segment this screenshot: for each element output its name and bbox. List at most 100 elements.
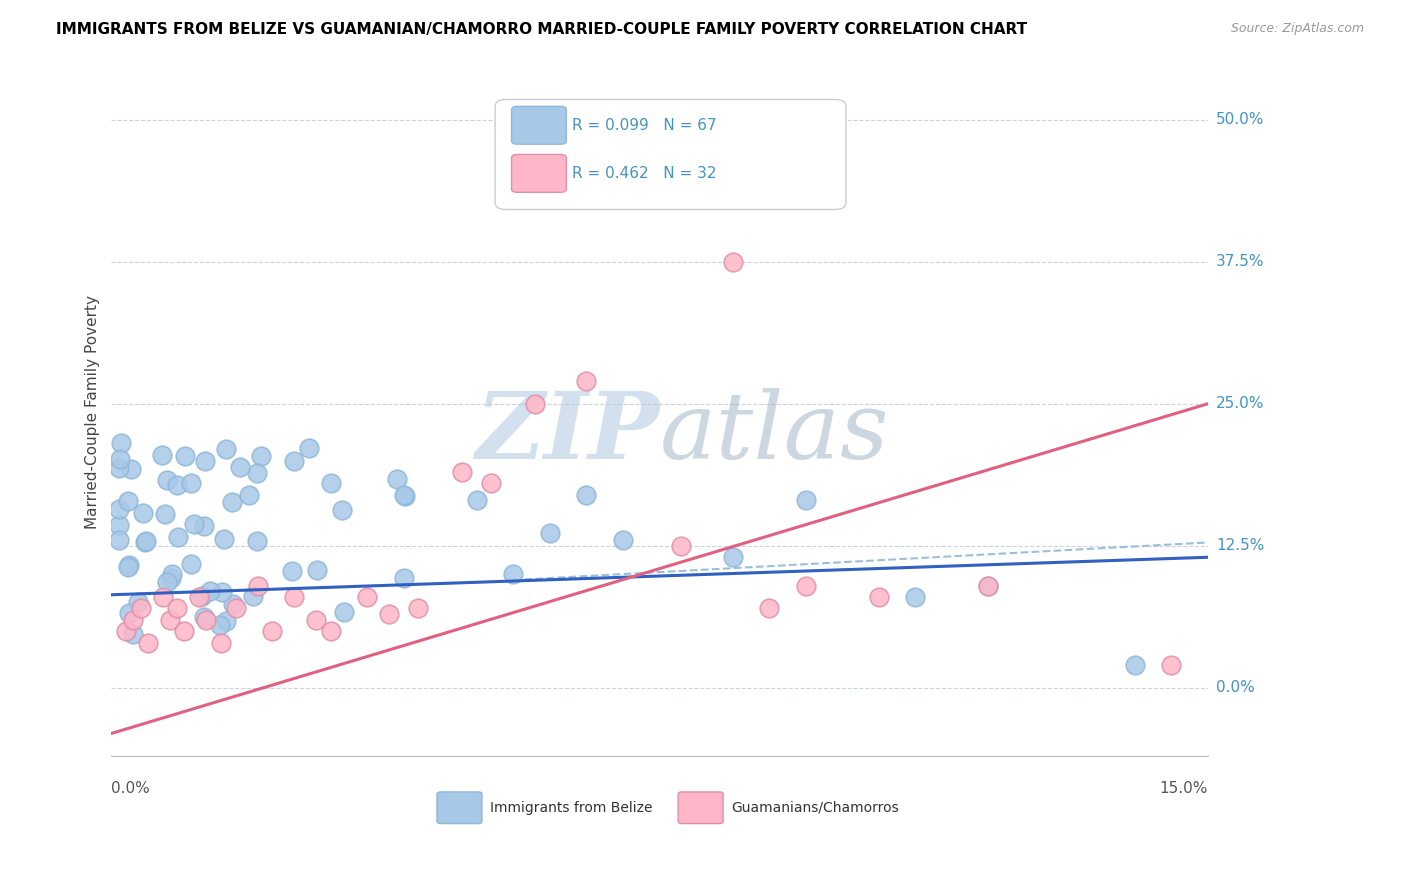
Point [225,601,247,615]
Point [538,526,561,541]
Point [173,624,195,639]
Point [183,516,205,531]
Point [319,476,342,491]
Point [305,563,328,577]
Point [215,614,238,628]
Point [107,518,129,533]
Point [394,489,416,503]
Point [524,397,547,411]
Point [575,374,598,388]
Text: 0.0%: 0.0% [1216,681,1254,696]
Point [107,533,129,548]
Point [246,534,269,549]
Point [166,478,188,492]
Point [150,448,173,462]
Text: 15.0%: 15.0% [1160,781,1208,797]
Point [118,558,141,573]
Point [193,609,215,624]
Point [180,557,202,571]
Point [195,613,218,627]
Point [209,635,232,649]
Point [671,539,693,553]
Point [156,473,179,487]
Point [246,579,269,593]
Point [229,460,252,475]
Text: 12.5%: 12.5% [1216,539,1264,553]
Point [107,461,129,475]
Text: IMMIGRANTS FROM BELIZE VS GUAMANIAN/CHAMORRO MARRIED-COUPLE FAMILY POVERTY CORRE: IMMIGRANTS FROM BELIZE VS GUAMANIAN/CHAM… [56,22,1028,37]
Point [110,436,132,450]
Point [721,550,744,565]
Text: ZIP: ZIP [475,388,659,478]
Point [242,589,264,603]
Point [159,572,181,586]
Point [194,454,217,468]
Point [283,453,305,467]
Point [221,597,243,611]
Point [107,502,129,516]
Point [246,467,269,481]
Point [193,519,215,533]
Point [1123,658,1146,673]
Point [356,590,378,604]
Point [977,579,1000,593]
Point [481,476,503,491]
Point [167,530,190,544]
Text: atlas: atlas [659,388,889,478]
Point [188,590,211,604]
Point [794,493,817,508]
Point [117,607,139,621]
Point [200,583,222,598]
Point [758,601,780,615]
Point [135,534,157,549]
FancyBboxPatch shape [495,100,846,210]
Point [868,590,890,604]
Point [110,451,132,466]
Point [378,607,401,621]
Point [152,590,174,604]
Point [117,494,139,508]
Text: R = 0.462   N = 32: R = 0.462 N = 32 [572,166,716,181]
Point [166,601,188,615]
Point [451,465,474,479]
Point [330,503,353,517]
Point [115,624,138,639]
Point [134,535,156,549]
Text: Guamanians/Chamorros: Guamanians/Chamorros [731,801,898,814]
FancyBboxPatch shape [437,792,482,823]
Point [221,495,243,509]
Y-axis label: Married-Couple Family Poverty: Married-Couple Family Poverty [86,295,100,529]
Point [977,579,1000,593]
Point [319,624,342,639]
Point [721,254,744,268]
Point [385,472,408,486]
Point [117,560,139,574]
Point [122,613,145,627]
Point [159,613,181,627]
Point [121,462,143,476]
Point [612,181,634,195]
Text: 37.5%: 37.5% [1216,254,1264,269]
Point [122,627,145,641]
Point [174,449,197,463]
FancyBboxPatch shape [678,792,723,823]
Text: R = 0.099   N = 67: R = 0.099 N = 67 [572,118,717,133]
Text: 50.0%: 50.0% [1216,112,1264,128]
Point [794,579,817,593]
Text: Immigrants from Belize: Immigrants from Belize [489,801,652,814]
Point [238,488,260,502]
Point [392,571,415,585]
Point [131,506,153,520]
Point [162,566,184,581]
Point [155,507,177,521]
Point [465,493,488,508]
FancyBboxPatch shape [512,154,567,193]
Point [298,441,321,455]
Point [408,601,430,615]
Point [180,475,202,490]
Point [281,564,304,578]
Point [156,575,179,590]
Point [575,488,598,502]
Point [129,601,152,615]
FancyBboxPatch shape [512,106,567,145]
